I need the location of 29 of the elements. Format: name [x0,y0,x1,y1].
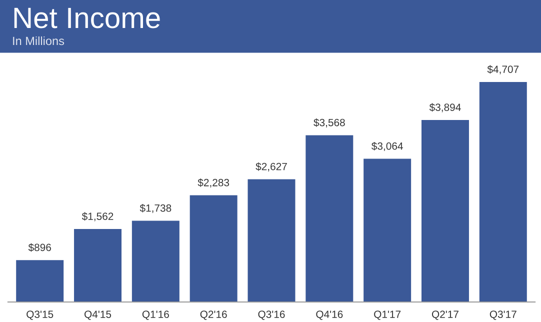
bar [248,179,296,302]
data-label: $3,894 [429,103,461,112]
data-label: $896 [28,243,51,252]
bar [306,135,354,302]
data-label: $1,738 [140,204,172,213]
x-tick-label: Q3'16 [258,310,285,320]
x-tick-label: Q3'15 [26,310,54,320]
x-tick-label: Q4'15 [84,310,112,320]
bar [479,82,527,302]
x-tick-label: Q1'17 [374,310,401,320]
x-tick-label: Q2'16 [200,310,227,320]
data-label: $2,627 [256,162,287,172]
bar [421,120,469,302]
x-tick-label: Q4'16 [316,310,343,320]
x-tick-label: Q1'16 [142,310,169,320]
bar [364,158,412,302]
bar [190,195,238,302]
data-label: $3,568 [314,118,345,128]
chart-subtitle: In Millions [13,36,64,46]
chart-title: Net Income [14,8,160,28]
bar [16,260,64,302]
data-label: $2,283 [198,178,230,188]
bar [74,228,122,302]
data-label: $4,707 [487,65,519,74]
bar [132,220,180,302]
data-label: $3,064 [372,142,403,152]
x-tick-label: Q3'17 [490,310,516,320]
data-label: $1,562 [82,212,114,222]
x-tick-label: Q2'17 [432,310,458,320]
